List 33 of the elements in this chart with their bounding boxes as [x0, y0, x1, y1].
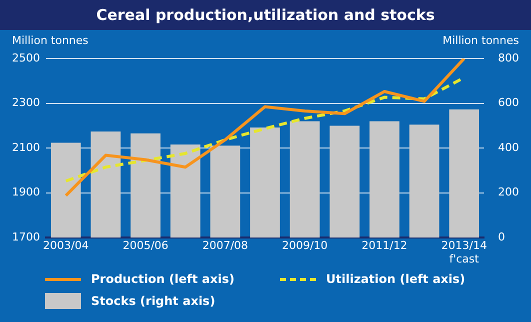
y-tick-label: 1900	[12, 186, 40, 199]
y2-tick-label: 400	[498, 140, 520, 154]
y2-axis-title: Million tonnes	[442, 34, 519, 47]
bar	[370, 121, 400, 238]
bar	[90, 132, 121, 238]
bar	[210, 146, 240, 238]
bar	[290, 121, 320, 238]
bar	[50, 142, 81, 238]
y2-tick-label: 600	[498, 96, 520, 110]
y2-tick-label: 800	[498, 51, 520, 64]
x-tick-label: 2009/10	[282, 239, 328, 252]
bar	[409, 124, 440, 238]
legend-label: Utilization (left axis)	[326, 272, 466, 286]
x-tick-label: 2013/14 f'cast	[441, 239, 487, 266]
y-axis-title: Million tonnes	[12, 34, 88, 47]
y2-tick-label: 200	[498, 186, 520, 199]
chart-title: Cereal production,utilization and stocks	[0, 0, 531, 30]
bar	[449, 109, 480, 238]
y-tick-label: 1700	[12, 230, 40, 244]
x-tick-label: 2011/12	[362, 239, 408, 252]
bar	[330, 126, 360, 238]
x-tick-label: 2007/08	[202, 239, 248, 252]
y-tick-label: 2100	[12, 140, 40, 154]
y-tick-label: 2500	[12, 51, 40, 64]
legend-label: Stocks (right axis)	[91, 294, 216, 308]
bar	[250, 128, 280, 238]
x-tick-label: 2005/06	[122, 239, 168, 252]
y-tick-label: 2300	[12, 96, 40, 110]
legend-label: Production (left axis)	[91, 272, 234, 286]
y2-tick-label: 0	[498, 230, 506, 244]
bar	[130, 133, 160, 238]
x-tick-label: 2003/04	[43, 239, 89, 252]
bar	[170, 144, 200, 238]
